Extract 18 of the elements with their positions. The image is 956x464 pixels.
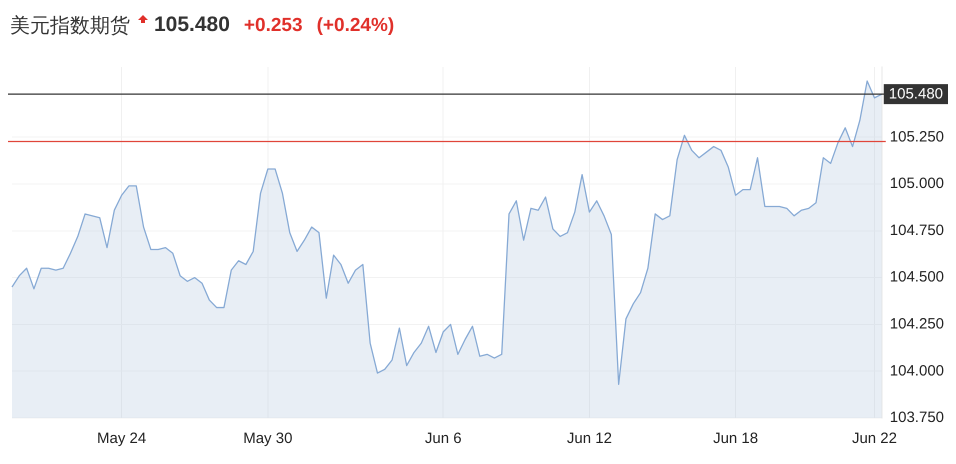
text: +0.253 xyxy=(244,15,303,36)
text: (+0.24%) xyxy=(316,15,394,36)
x-tick-label: Jun 22 xyxy=(852,430,897,448)
x-tick-label: May 30 xyxy=(243,430,292,448)
y-tick-label: 103.750 xyxy=(890,409,944,426)
x-tick-label: Jun 12 xyxy=(566,430,612,448)
y-tick-label: 104.500 xyxy=(890,268,944,286)
ref-line-label: 105.480 xyxy=(888,85,944,102)
y-tick-label: 104.000 xyxy=(890,362,944,380)
y-tick-label: 105.250 xyxy=(890,128,944,146)
y-tick-label: 104.750 xyxy=(890,222,944,239)
x-tick-label: Jun 6 xyxy=(424,430,462,448)
x-tick-label: May 24 xyxy=(97,430,146,448)
x-tick-label: Jun 18 xyxy=(713,430,758,448)
text: 105.480 xyxy=(154,13,230,36)
chart-title: 美元指数期货 xyxy=(10,12,130,38)
y-tick-label: 104.250 xyxy=(890,316,944,333)
y-tick-label: 105.000 xyxy=(890,175,944,192)
